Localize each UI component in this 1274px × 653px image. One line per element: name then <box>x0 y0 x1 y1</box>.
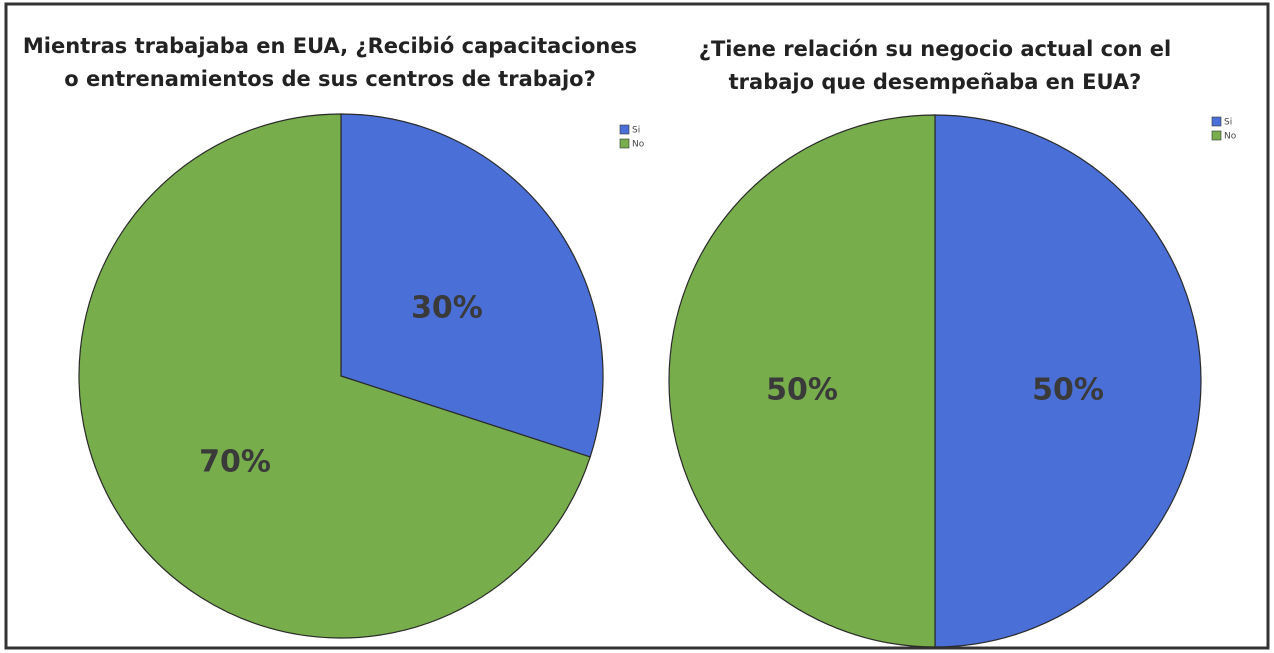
pie-slice <box>934 114 1202 648</box>
legend-label: No <box>1224 132 1237 142</box>
pie-slice <box>668 114 936 648</box>
chart-title: ¿Tiene relación su negocio actual con el <box>699 37 1171 61</box>
legend-swatch <box>1211 130 1222 141</box>
data-label: 30% <box>411 291 483 326</box>
pie-slice <box>78 113 591 639</box>
chart-title: trabajo que desempeñaba en EUA? <box>729 70 1142 94</box>
legend-swatch <box>1211 116 1222 127</box>
chart-title: Mientras trabajaba en EUA, ¿Recibió capa… <box>23 34 637 58</box>
data-label: 50% <box>766 373 838 408</box>
data-label: 70% <box>199 444 271 479</box>
data-label: 50% <box>1032 373 1104 408</box>
legend-label: No <box>632 140 645 150</box>
legend-label: Si <box>1224 118 1232 128</box>
pie-slice <box>340 113 604 458</box>
legend-swatch <box>619 138 630 149</box>
legend-swatch <box>619 124 630 135</box>
chart-title: o entrenamientos de sus centros de traba… <box>64 67 596 91</box>
legend-label: Si <box>632 126 640 136</box>
